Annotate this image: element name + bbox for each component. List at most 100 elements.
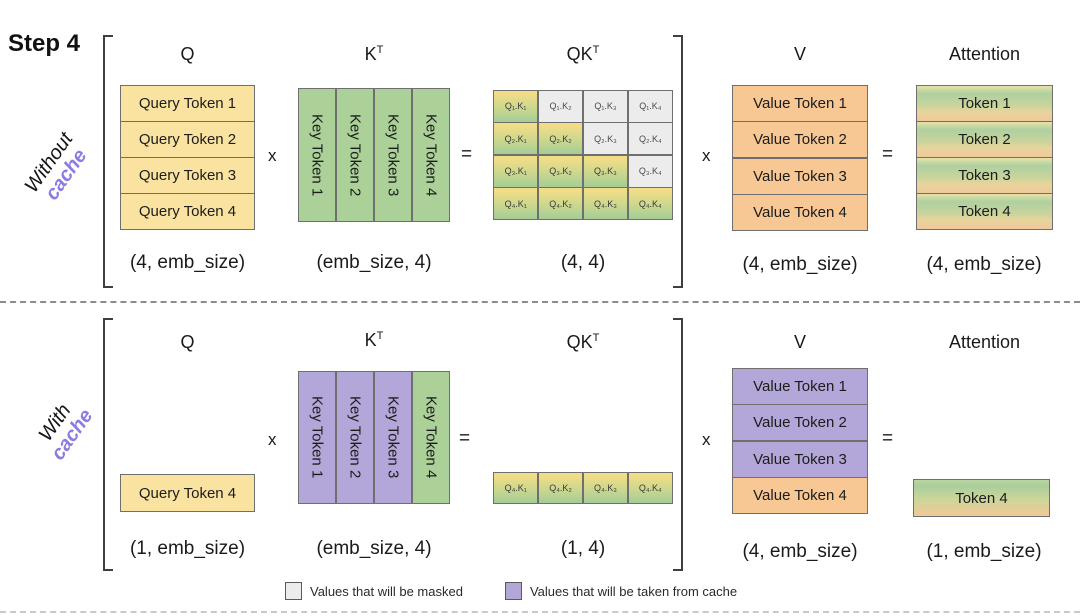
key-column: Key Token 2: [336, 372, 374, 503]
qkt-cell: Q₁.K₂: [538, 91, 583, 122]
qkt-cell: Q₃.K₂: [538, 155, 583, 187]
bottom-dashed-divider: [0, 611, 1080, 613]
qkt-cell: Q₄.K₄: [628, 188, 672, 219]
qkt-cell: Q₁.K₁: [494, 91, 538, 122]
equals-operator: =: [882, 144, 894, 165]
q-row: Query Token 2: [121, 122, 254, 157]
bracket-right-top: [673, 35, 683, 288]
kt-matrix-top: Key Token 1 Key Token 2 Key Token 3 Key …: [298, 88, 450, 222]
legend-cached-label: Values that will be taken from cache: [529, 583, 738, 599]
qkt-header-base: QK: [566, 332, 593, 352]
q-row: Query Token 4: [120, 474, 255, 512]
qkt-cell: Q₄.K₃: [583, 188, 628, 219]
qkt-cell: Q₄.K₃: [583, 473, 628, 503]
equals-operator: =: [882, 428, 894, 449]
attention-matrix-top: Token 1 Token 2 Token 3 Token 4: [916, 85, 1053, 230]
q-shape-top: (4, emb_size): [129, 252, 246, 273]
v-header-bottom: V: [793, 332, 806, 352]
key-column: Key Token 1: [299, 89, 336, 221]
q-header-top: Q: [180, 44, 195, 64]
q-header-bottom: Q: [180, 332, 195, 352]
value-row: Value Token 1: [733, 86, 867, 121]
qkt-matrix-top: Q₁.K₁ Q₁.K₂ Q₁.K₃ Q₁.K₄ Q₂.K₁ Q₂.K₂ Q₂.K…: [493, 90, 673, 220]
attention-header-bottom: Attention: [948, 332, 1021, 352]
attention-row: Token 4: [913, 479, 1050, 517]
kt-header-bottom: KT: [298, 330, 450, 351]
equals-operator: =: [461, 144, 473, 165]
row-label-without: Without cache: [12, 116, 104, 222]
v-matrix-top: Value Token 1 Value Token 2 Value Token …: [732, 85, 868, 231]
qkt-cell: Q₁.K₄: [628, 91, 672, 122]
q-matrix-top: Query Token 1 Query Token 2 Query Token …: [120, 85, 255, 230]
qkt-cell: Q₂.K₁: [494, 123, 538, 155]
qkt-cell: Q₂.K₃: [583, 123, 628, 155]
qkt-cell: Q₄.K₂: [538, 473, 583, 503]
kt-header-top: KT: [298, 44, 450, 65]
key-column: Key Token 3: [374, 372, 412, 503]
value-row: Value Token 2: [733, 122, 867, 158]
qkt-cell: Q₄.K₂: [538, 188, 583, 219]
equals-operator: =: [459, 428, 471, 449]
key-column: Key Token 4: [412, 89, 449, 221]
key-column: Key Token 1: [299, 372, 336, 503]
attention-row: Token 4: [917, 194, 1052, 229]
kt-shape-top: (emb_size, 4): [316, 252, 432, 273]
row-label-with: With cache: [18, 376, 110, 482]
value-row: Value Token 4: [733, 478, 867, 513]
multiply-operator: x: [702, 146, 711, 165]
qkt-cell: Q₃.K₄: [628, 155, 672, 187]
qkt-header-top: QKT: [493, 44, 673, 65]
kt-matrix-bottom: Key Token 1 Key Token 2 Key Token 3 Key …: [298, 371, 450, 504]
value-row: Value Token 3: [733, 441, 867, 477]
qkt-shape-bottom: (1, 4): [560, 538, 606, 559]
legend-masked-label: Values that will be masked: [310, 583, 463, 599]
kt-shape-bottom: (emb_size, 4): [316, 538, 432, 559]
multiply-operator: x: [702, 430, 711, 449]
key-column: Key Token 2: [336, 89, 374, 221]
qkt-cell: Q₂.K₄: [628, 123, 672, 155]
legend-cached-swatch: [504, 582, 522, 600]
v-header-top: V: [793, 44, 806, 64]
kt-header-sup: T: [376, 330, 384, 342]
qkt-header-base: QK: [566, 44, 593, 64]
bracket-left-top: [103, 35, 113, 288]
v-shape-top: (4, emb_size): [742, 254, 858, 275]
bracket-left-bottom: [103, 318, 113, 571]
dashed-divider: [0, 301, 1080, 303]
step-title: Step 4: [8, 30, 81, 57]
kt-header-sup: T: [376, 44, 384, 56]
attention-row: Token 2: [917, 122, 1052, 157]
qkt-cell: Q₂.K₂: [538, 123, 583, 155]
qkt-cell: Q₁.K₃: [583, 91, 628, 122]
v-shape-bottom: (4, emb_size): [742, 541, 858, 562]
attention-header-top: Attention: [948, 44, 1021, 64]
q-row: Query Token 1: [121, 86, 254, 121]
q-row: Query Token 4: [121, 194, 254, 229]
qkt-cell: Q₄.K₁: [494, 188, 538, 219]
legend: Values that will be masked Values that w…: [285, 582, 737, 600]
kt-header-base: K: [364, 330, 377, 350]
q-row: Query Token 3: [121, 158, 254, 193]
attention-shape-top: (4, emb_size): [926, 254, 1042, 275]
value-row: Value Token 3: [733, 158, 867, 194]
attention-row: Token 3: [917, 158, 1052, 193]
multiply-operator: x: [268, 430, 277, 449]
qkt-cell: Q₄.K₄: [628, 473, 672, 503]
attention-row: Token 1: [917, 86, 1052, 121]
attention-shape-bottom: (1, emb_size): [926, 541, 1042, 562]
qkt-cell: Q₄.K₁: [494, 473, 538, 503]
qkt-header-sup: T: [592, 44, 600, 56]
qkt-shape-top: (4, 4): [560, 252, 606, 273]
v-matrix-bottom: Value Token 1 Value Token 2 Value Token …: [732, 368, 868, 514]
bracket-right-bottom: [673, 318, 683, 571]
key-column: Key Token 4: [412, 372, 449, 503]
multiply-operator: x: [268, 146, 277, 165]
value-row: Value Token 2: [733, 405, 867, 441]
q-shape-bottom: (1, emb_size): [129, 538, 246, 559]
qkt-cell: Q₃.K₃: [583, 155, 628, 187]
qkt-matrix-bottom: Q₄.K₁ Q₄.K₂ Q₄.K₃ Q₄.K₄: [493, 472, 673, 504]
value-row: Value Token 4: [733, 195, 867, 230]
legend-masked-swatch: [285, 582, 302, 600]
qkt-header-sup: T: [592, 332, 600, 344]
